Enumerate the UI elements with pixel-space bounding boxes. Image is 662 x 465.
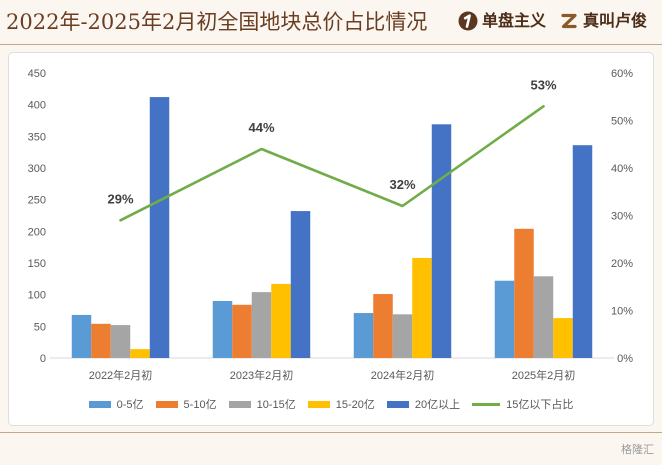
bar — [130, 349, 150, 358]
bar — [533, 276, 554, 358]
legend-item-15-20: 15-20亿 — [307, 396, 375, 412]
legend-item-10-15: 10-15亿 — [228, 396, 296, 412]
legend-item-5-10: 5-10亿 — [155, 396, 217, 412]
line-series — [119, 105, 545, 222]
bar — [271, 283, 291, 358]
bar — [353, 313, 374, 358]
line-data-labels: 29% 44% 32% 53% — [107, 77, 556, 206]
legend-item-below-15-share: 15亿以下占比 — [472, 396, 573, 412]
number-one-badge-icon — [458, 11, 478, 31]
brand-danpanzhuyi: 单盘主义 — [458, 10, 546, 32]
right-axis-tick-label: 10% — [611, 306, 633, 318]
bar — [553, 318, 573, 358]
right-axis-tick-label: 30% — [611, 211, 633, 223]
brand-label: 单盘主义 — [482, 11, 547, 30]
data-label: 44% — [248, 120, 274, 135]
header-divider — [0, 44, 662, 45]
left-axis-tick-label: 50 — [34, 321, 46, 333]
bar — [514, 228, 534, 358]
category-axis-labels: 2022年2月初 2023年2月初 2024年2月初 2025年2月初 — [89, 368, 576, 382]
legend-label: 15亿以下占比 — [506, 399, 574, 411]
right-axis-tick-label: 60% — [611, 68, 633, 80]
category-label: 2025年2月初 — [512, 368, 576, 382]
legend-swatch — [155, 400, 178, 408]
chart-legend: 0-5亿 5-10亿 10-15亿 15-20亿 20亿以上 15亿以下占比 — [0, 396, 662, 412]
legend-swatch — [228, 400, 251, 408]
right-axis-tick-label: 50% — [611, 116, 633, 128]
legend-label: 5-10亿 — [183, 399, 217, 411]
bar — [572, 145, 593, 358]
chart-panel — [8, 52, 654, 426]
right-axis-tick-label: 20% — [611, 258, 633, 270]
legend-item-0-5: 0-5亿 — [88, 396, 144, 412]
bar — [71, 314, 92, 358]
header: 2022年-2025年2月初全国地块总价占比情况 单盘主义 真叫卢俊 — [0, 0, 662, 44]
brand-label: 真叫卢俊 — [583, 11, 648, 30]
data-label: 32% — [389, 177, 415, 192]
bar — [110, 325, 131, 358]
legend-label: 10-15亿 — [256, 399, 296, 411]
legend-label: 20亿以上 — [414, 399, 461, 411]
bar — [412, 257, 432, 358]
left-axis-tick-label: 100 — [28, 290, 46, 302]
bar — [290, 211, 311, 358]
right-axis-tick-label: 0% — [617, 353, 633, 365]
bar — [431, 124, 452, 358]
left-axis-tick-label: 300 — [28, 163, 46, 175]
z-monogram-icon — [561, 13, 577, 29]
legend-label: 0-5亿 — [116, 399, 144, 411]
bar — [232, 304, 252, 358]
legend-label: 15-20亿 — [335, 399, 375, 411]
bar — [251, 292, 272, 358]
bar — [373, 294, 393, 358]
category-label: 2023年2月初 — [230, 368, 294, 382]
data-label: 53% — [530, 77, 556, 92]
left-axis-tick-label: 450 — [28, 68, 46, 80]
legend-line-swatch — [472, 402, 501, 406]
left-axis-tick-label: 350 — [28, 131, 46, 143]
bar — [212, 301, 233, 358]
left-axis-tick-label: 150 — [28, 258, 46, 270]
bar — [494, 280, 515, 358]
legend-swatch — [386, 400, 409, 408]
combo-bar-line-chart: 0 50 100 150 200 250 300 350 400 450 0% 10% 20% 30% 40… — [28, 68, 634, 382]
legend-item-20-plus: 20亿以上 — [386, 396, 461, 412]
bar — [149, 97, 170, 358]
left-axis-tick-label: 0 — [40, 353, 46, 365]
data-label: 29% — [107, 191, 133, 206]
legend-swatch — [307, 400, 330, 408]
category-label: 2024年2月初 — [371, 368, 435, 382]
footer-divider — [0, 432, 662, 433]
left-axis-tick-label: 400 — [28, 100, 46, 112]
category-label: 2022年2月初 — [89, 368, 153, 382]
bar — [91, 323, 111, 358]
watermark-text: 格隆汇 — [621, 443, 654, 456]
brand-zhenjiaolujun: 真叫卢俊 — [559, 10, 647, 32]
bar — [392, 314, 413, 358]
left-axis-tick-label: 250 — [28, 195, 46, 207]
left-axis-ticks: 0 50 100 150 200 250 300 350 400 450 — [28, 68, 46, 365]
bars — [71, 97, 593, 358]
legend-swatch — [88, 400, 111, 408]
right-axis-tick-label: 40% — [611, 163, 633, 175]
right-axis-ticks: 0% 10% 20% 30% 40% 50% 60% — [611, 68, 633, 365]
left-axis-tick-label: 200 — [28, 226, 46, 238]
page-title: 2022年-2025年2月初全国地块总价占比情况 — [6, 10, 428, 34]
watermark: 格隆汇 — [621, 441, 654, 457]
